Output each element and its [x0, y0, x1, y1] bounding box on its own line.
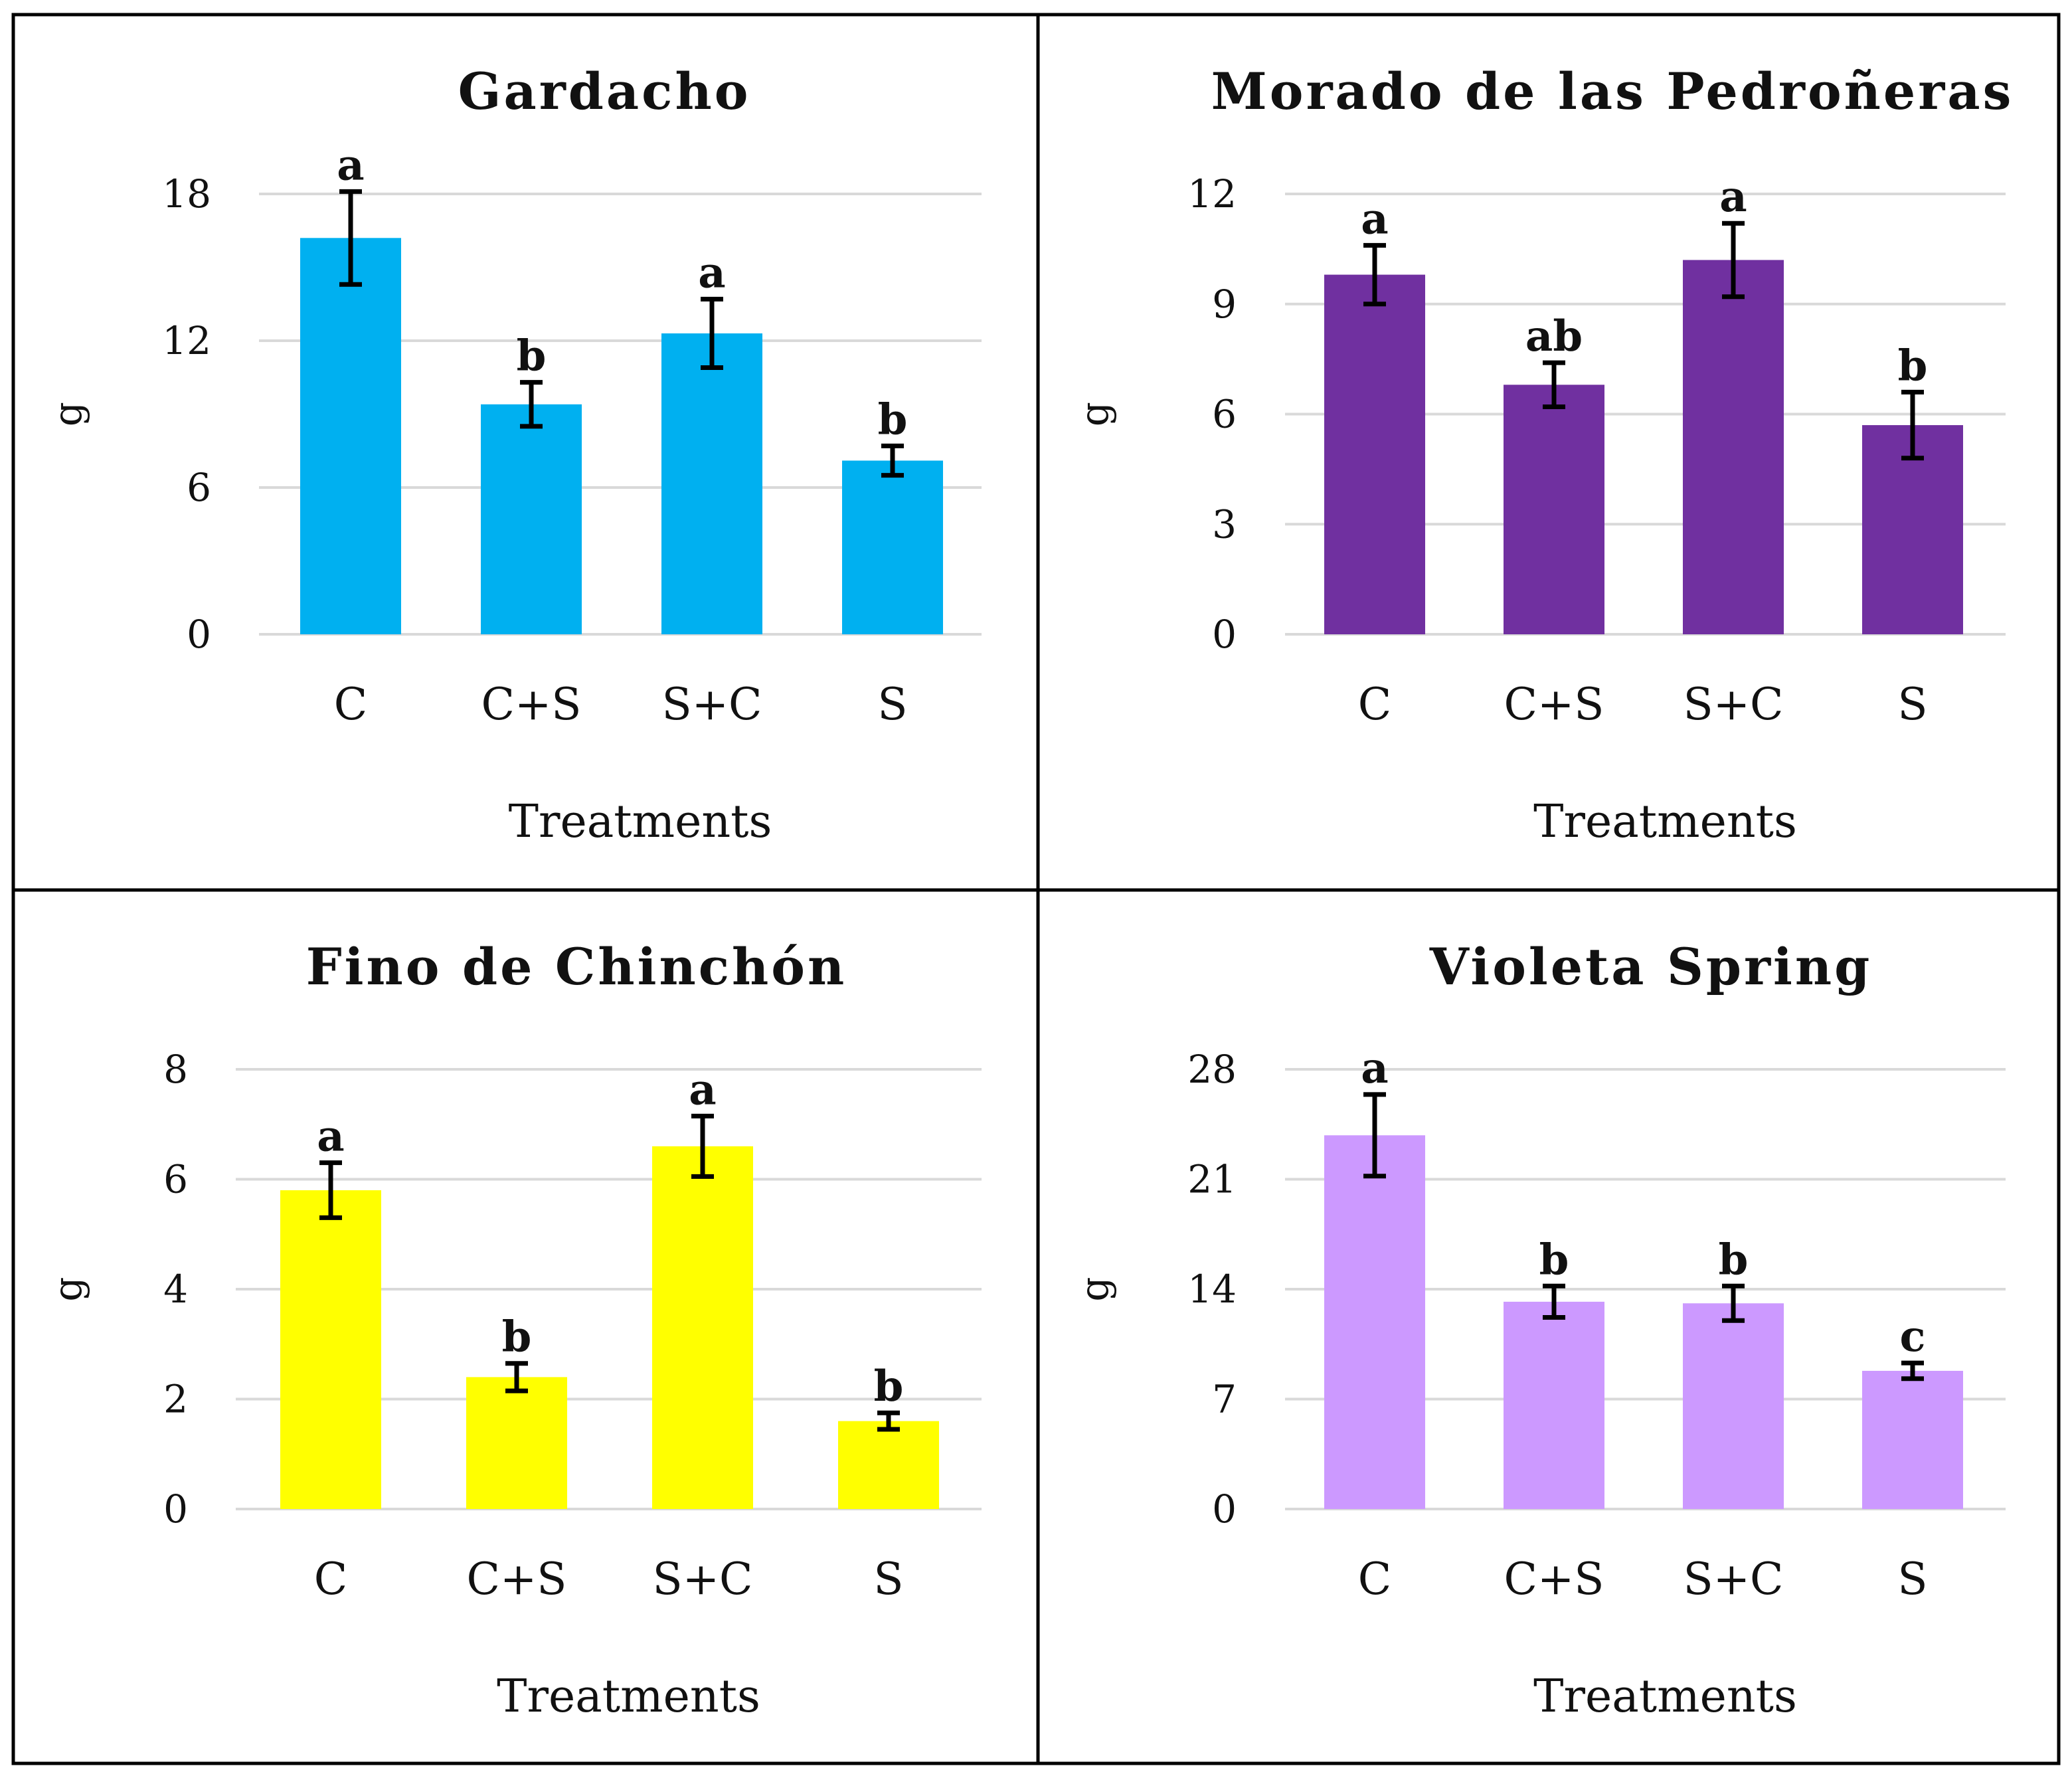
significance-letter: ab — [1525, 312, 1583, 361]
x-tick-label: S+C — [661, 679, 762, 730]
bar-C+S — [1504, 385, 1604, 634]
y-tick-label: 8 — [163, 1047, 188, 1092]
x-axis-title: Treatments — [497, 1670, 760, 1723]
y-tick-label: 6 — [163, 1157, 188, 1202]
significance-letter: b — [874, 1362, 904, 1411]
significance-letter: a — [1361, 1043, 1388, 1093]
y-axis-label: g — [1072, 402, 1117, 426]
y-tick-label: 4 — [163, 1267, 188, 1312]
y-tick-label: 2 — [163, 1377, 188, 1422]
significance-letter: c — [1900, 1312, 1926, 1362]
significance-letter: b — [1898, 341, 1928, 391]
y-tick-label: 6 — [1212, 392, 1237, 437]
significance-letter: b — [1719, 1235, 1749, 1285]
x-tick-label: C — [314, 1554, 348, 1605]
y-tick-label: 14 — [1187, 1267, 1237, 1312]
x-tick-label: C+S — [481, 679, 581, 730]
x-axis-title: Treatments — [1533, 796, 1797, 848]
significance-letter: b — [1539, 1235, 1569, 1285]
bar-C — [300, 238, 401, 634]
x-axis-title: Treatments — [509, 796, 772, 848]
x-tick-label: S — [877, 679, 907, 730]
bar-C — [280, 1190, 381, 1509]
y-tick-label: 21 — [1187, 1157, 1237, 1202]
y-tick-label: 0 — [163, 1486, 188, 1532]
y-tick-label: 12 — [162, 318, 211, 363]
significance-letter: b — [502, 1312, 532, 1362]
bar-S+C — [1683, 1303, 1784, 1509]
x-tick-label: S+C — [1683, 1554, 1783, 1605]
bar-C+S — [466, 1377, 567, 1509]
chart-panel-2: 0 3 6 9 12 Morado de las Pedroñeras g Treatment… — [1036, 13, 2061, 892]
bar-S+C — [661, 333, 762, 634]
chart-title: Fino de Chinchón — [306, 937, 847, 996]
bar-C+S — [1504, 1301, 1604, 1509]
chart-title: Violeta Spring — [1429, 937, 1873, 996]
x-tick-label: C+S — [1504, 679, 1604, 730]
significance-letter: a — [698, 248, 725, 298]
significance-letter: b — [517, 331, 547, 381]
y-tick-label: 18 — [162, 171, 211, 217]
bar-C — [1324, 274, 1425, 634]
x-tick-label: C+S — [466, 1554, 566, 1605]
x-tick-label: S — [1897, 1554, 1927, 1605]
x-tick-label: C — [1358, 1554, 1392, 1605]
significance-letter: a — [317, 1112, 344, 1162]
significance-letter: a — [689, 1065, 716, 1114]
y-tick-label: 3 — [1212, 501, 1237, 547]
bar-C+S — [481, 404, 582, 634]
x-tick-label: C — [1358, 679, 1392, 730]
bar-S — [838, 1421, 939, 1509]
y-tick-label: 0 — [1212, 612, 1237, 657]
y-tick-label: 28 — [1187, 1047, 1237, 1092]
y-axis-label: g — [1072, 1277, 1117, 1301]
bar-S+C — [652, 1146, 753, 1509]
significance-letter: a — [1361, 194, 1388, 244]
x-tick-label: S — [873, 1554, 903, 1605]
significance-letter: a — [1719, 172, 1747, 222]
x-tick-label: S+C — [652, 1554, 752, 1605]
chart-title: Gardacho — [458, 62, 751, 121]
chart-panel-3: 0 2 4 6 8 Fino de Chinchón g Treatments a Cb C+S a S… — [11, 888, 1040, 1765]
x-tick-label: S — [1897, 679, 1927, 730]
bar-S+C — [1683, 260, 1784, 634]
y-tick-label: 7 — [1212, 1377, 1237, 1422]
x-axis-title: Treatments — [1533, 1670, 1797, 1723]
x-tick-label: C+S — [1504, 1554, 1604, 1605]
y-axis-label: g — [45, 402, 90, 426]
chart-panel-1: 0 6 12 18 Gardacho g Treatments a Cb C+S a S+C b S — [11, 13, 1040, 892]
y-tick-label: 12 — [1187, 171, 1237, 217]
y-tick-label: 0 — [1212, 1486, 1237, 1532]
bar-S — [1862, 1370, 1963, 1509]
significance-letter: a — [337, 140, 364, 190]
y-tick-label: 9 — [1212, 282, 1237, 327]
significance-letter: b — [878, 395, 908, 444]
y-axis-label: g — [45, 1277, 90, 1301]
x-tick-label: S+C — [1683, 679, 1783, 730]
bar-S — [842, 460, 943, 634]
bar-C — [1324, 1135, 1425, 1509]
x-tick-label: C — [334, 679, 368, 730]
chart-title: Morado de las Pedroñeras — [1211, 62, 2014, 121]
y-tick-label: 6 — [187, 465, 211, 510]
chart-panel-4: 0 7 14 21 28 Violeta Spring g Treatments a Cb C+S b… — [1036, 888, 2061, 1765]
panel-frame — [1036, 888, 2061, 1765]
y-tick-label: 0 — [187, 612, 211, 657]
